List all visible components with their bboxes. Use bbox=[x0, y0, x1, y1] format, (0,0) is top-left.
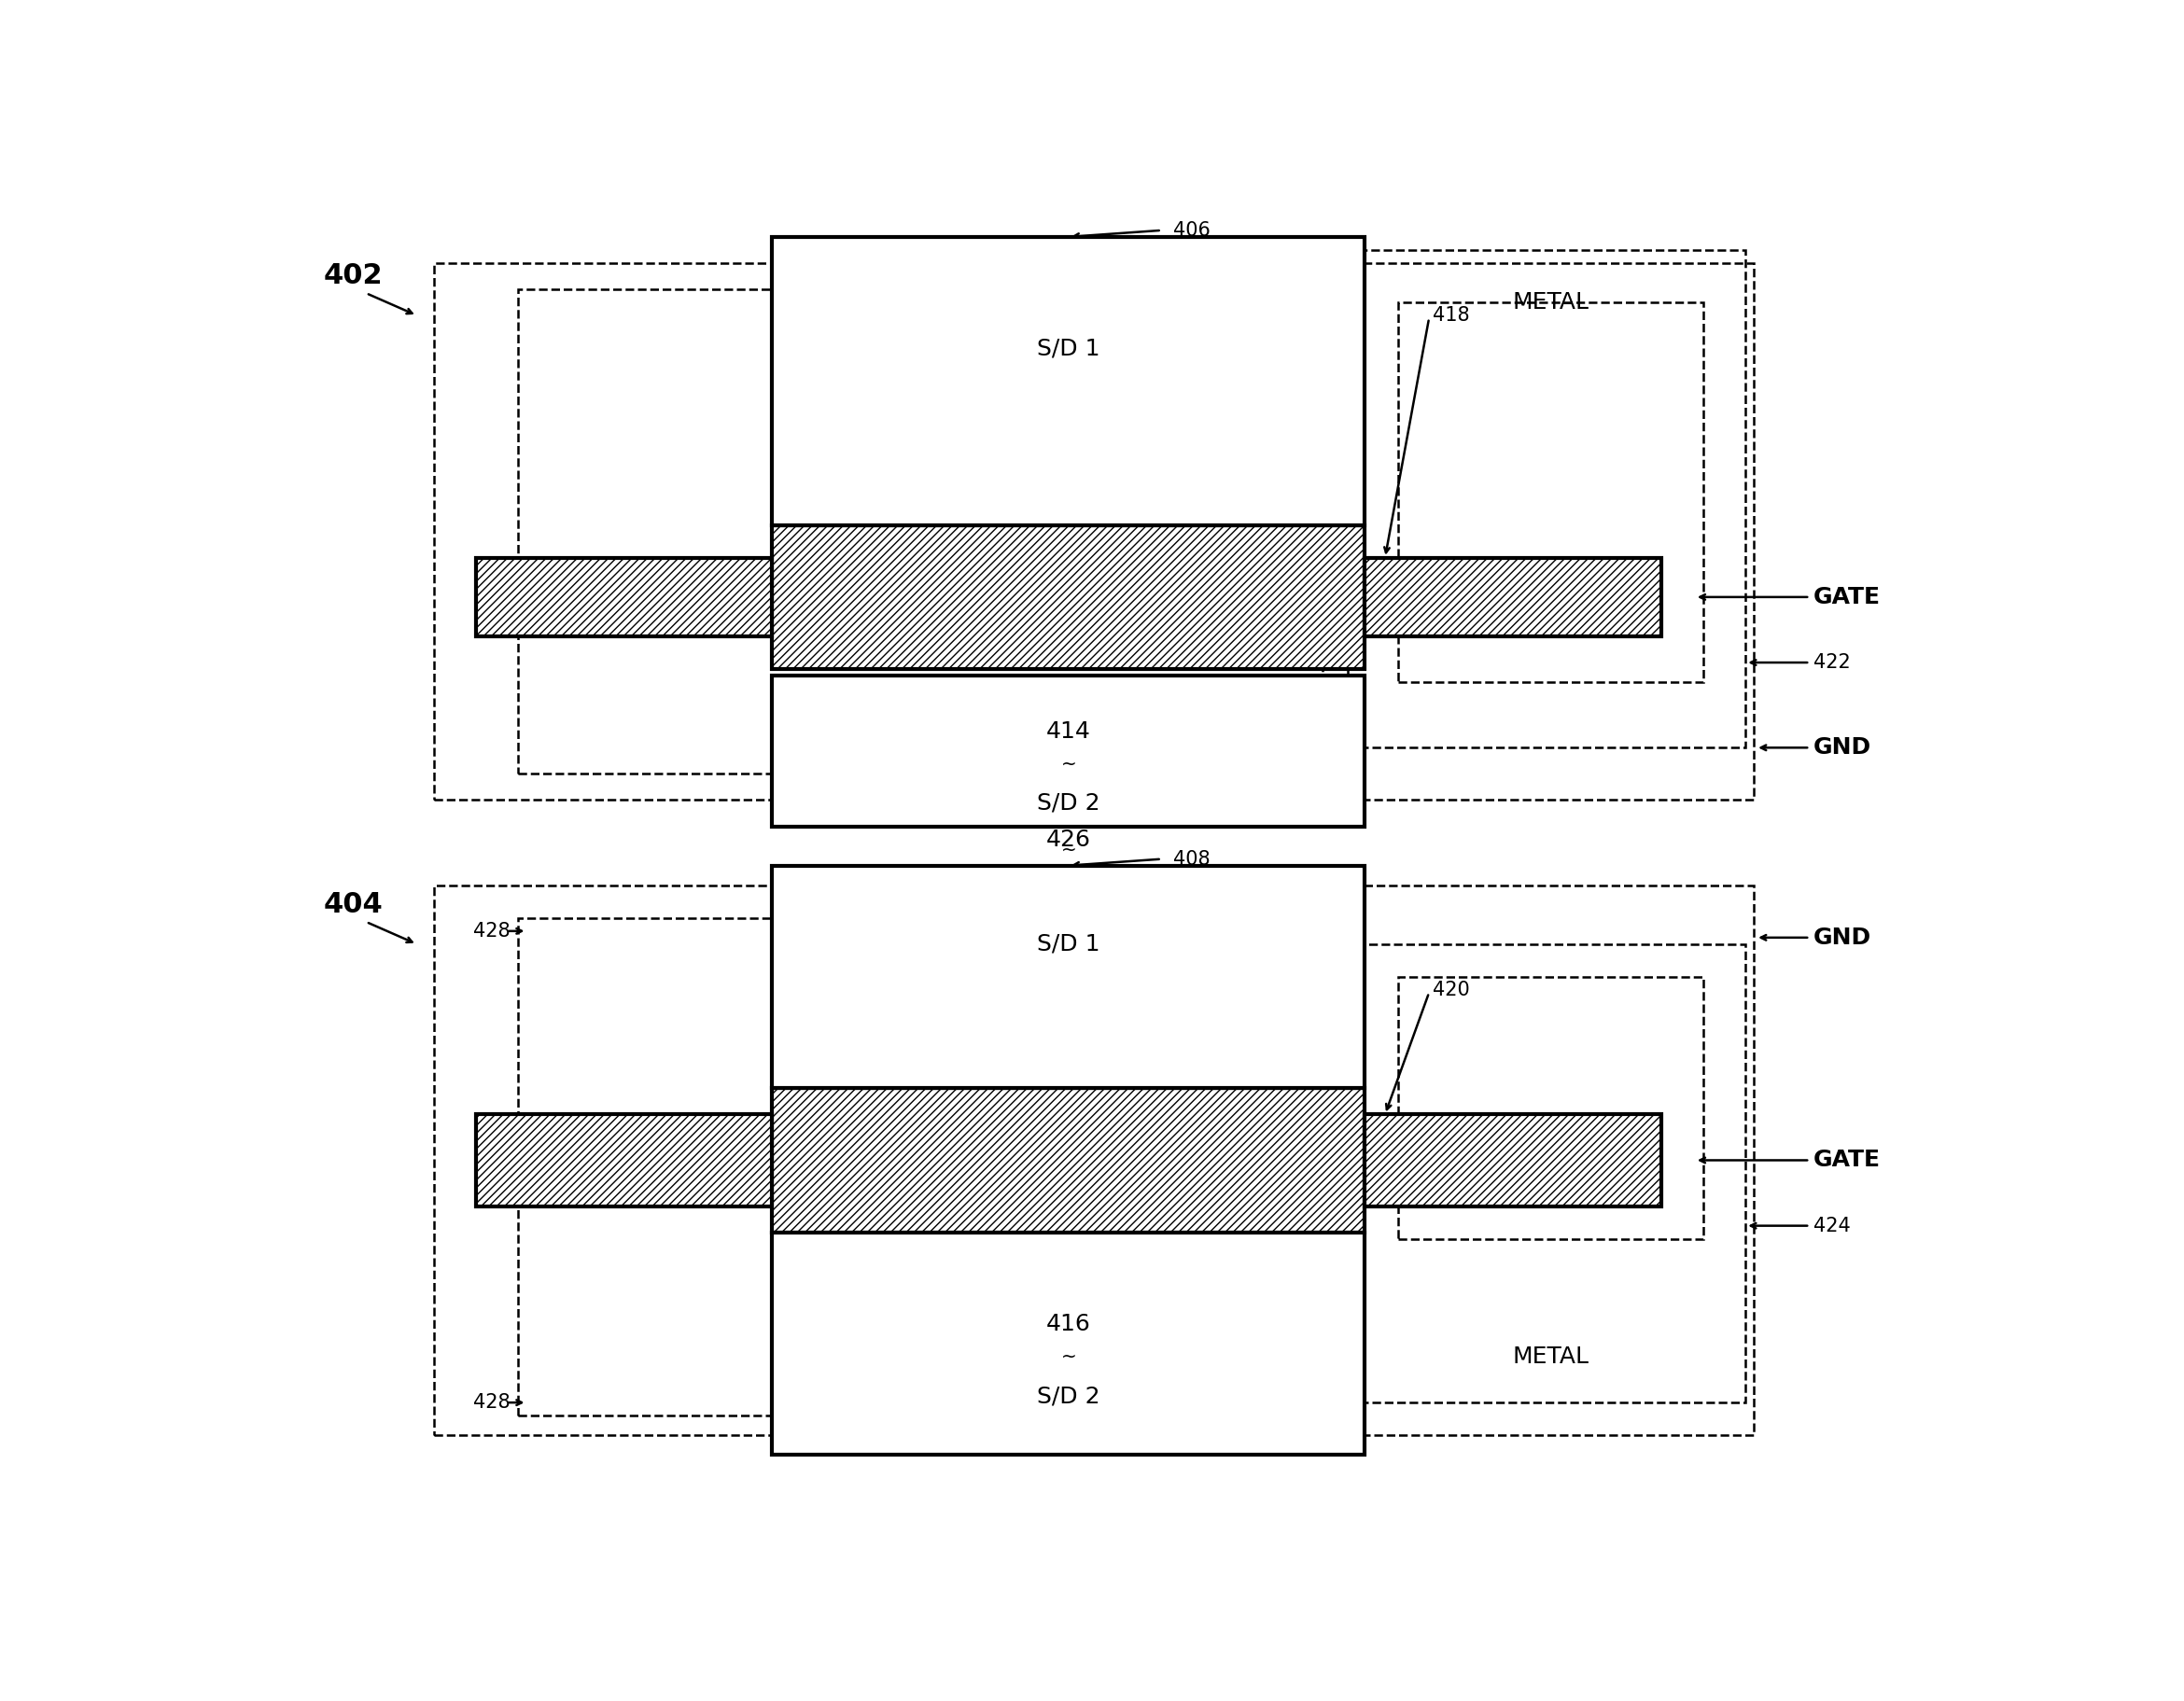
Text: S/D 1: S/D 1 bbox=[1037, 337, 1101, 359]
Text: S/D 2: S/D 2 bbox=[1037, 793, 1101, 815]
Text: 412: 412 bbox=[1046, 968, 1090, 990]
Text: GND: GND bbox=[1813, 737, 1872, 759]
Bar bbox=[773, 1232, 1365, 1454]
Text: 402: 402 bbox=[323, 262, 382, 289]
Text: 416: 416 bbox=[1046, 1313, 1090, 1335]
Text: GATE: GATE bbox=[1813, 1150, 1880, 1172]
Bar bbox=[1321, 944, 1745, 1403]
Text: METAL: METAL bbox=[1514, 1345, 1590, 1368]
Bar bbox=[518, 919, 1348, 1415]
Text: 428: 428 bbox=[474, 1393, 509, 1412]
Text: 420: 420 bbox=[1433, 981, 1470, 998]
Text: 426: 426 bbox=[1046, 828, 1092, 850]
Bar bbox=[1365, 1114, 1660, 1206]
Text: 404: 404 bbox=[323, 891, 382, 919]
Bar bbox=[1321, 250, 1745, 748]
Text: ∼: ∼ bbox=[1059, 405, 1077, 424]
Text: 428: 428 bbox=[474, 922, 509, 941]
Text: 408: 408 bbox=[1173, 850, 1210, 868]
Bar bbox=[435, 264, 1754, 799]
Text: S/D 1: S/D 1 bbox=[1037, 932, 1101, 956]
Text: 422: 422 bbox=[1813, 653, 1850, 672]
Text: ∼: ∼ bbox=[1061, 755, 1077, 772]
Text: 414: 414 bbox=[1046, 720, 1090, 743]
Bar bbox=[773, 675, 1365, 827]
Bar bbox=[476, 1114, 773, 1206]
Bar bbox=[476, 558, 773, 636]
Bar bbox=[773, 1089, 1365, 1232]
Bar bbox=[1398, 976, 1704, 1238]
Text: METAL: METAL bbox=[1514, 291, 1590, 313]
Text: ∼: ∼ bbox=[1059, 1000, 1077, 1019]
Text: GATE: GATE bbox=[1813, 585, 1880, 609]
Text: 418: 418 bbox=[1433, 306, 1470, 325]
Bar bbox=[435, 885, 1754, 1436]
Text: ∼: ∼ bbox=[1061, 840, 1077, 859]
Text: ∼: ∼ bbox=[1061, 1347, 1077, 1366]
Text: 410: 410 bbox=[1046, 371, 1090, 395]
Text: GND: GND bbox=[1813, 927, 1872, 949]
Bar bbox=[773, 526, 1365, 668]
Bar bbox=[773, 236, 1365, 526]
Text: S/D 2: S/D 2 bbox=[1037, 1385, 1101, 1407]
Bar bbox=[1365, 558, 1660, 636]
Bar bbox=[773, 866, 1365, 1089]
Bar bbox=[1398, 303, 1704, 682]
Text: 406: 406 bbox=[1173, 221, 1210, 240]
Bar bbox=[518, 289, 1348, 774]
Text: 424: 424 bbox=[1813, 1216, 1850, 1235]
